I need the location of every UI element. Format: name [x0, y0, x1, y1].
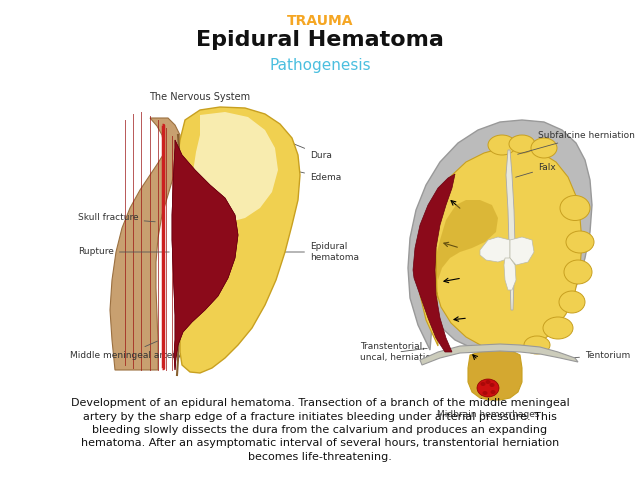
Polygon shape [177, 107, 300, 373]
Text: Development of an epidural hematoma. Transection of a branch of the middle menin: Development of an epidural hematoma. Tra… [70, 398, 570, 408]
Polygon shape [413, 174, 455, 352]
Polygon shape [418, 148, 582, 351]
Polygon shape [468, 348, 522, 400]
Ellipse shape [560, 195, 590, 220]
Polygon shape [110, 118, 180, 370]
Text: bleeding slowly dissects the dura from the calvarium and produces an expanding: bleeding slowly dissects the dura from t… [92, 425, 548, 435]
Text: hematoma. After an asymptomatic interval of several hours, transtentorial hernia: hematoma. After an asymptomatic interval… [81, 439, 559, 448]
Ellipse shape [477, 379, 499, 397]
Text: Falx: Falx [516, 164, 556, 177]
Ellipse shape [564, 260, 592, 284]
Ellipse shape [490, 390, 495, 394]
Ellipse shape [488, 135, 516, 155]
Text: artery by the sharp edge of a fracture initiates bleeding under arterial pressur: artery by the sharp edge of a fracture i… [83, 411, 557, 421]
Text: Rupture: Rupture [78, 248, 169, 256]
Ellipse shape [509, 135, 535, 153]
Polygon shape [506, 150, 515, 310]
Text: TRAUMA: TRAUMA [287, 14, 353, 28]
Ellipse shape [486, 380, 490, 384]
Text: becomes life-threatening.: becomes life-threatening. [248, 452, 392, 462]
Polygon shape [193, 112, 278, 222]
Polygon shape [172, 140, 238, 370]
Text: Midbrain hemorrhages: Midbrain hemorrhages [436, 410, 540, 419]
Polygon shape [435, 200, 498, 280]
Text: Pathogenesis: Pathogenesis [269, 58, 371, 73]
Ellipse shape [531, 138, 557, 158]
Ellipse shape [524, 336, 550, 354]
Polygon shape [172, 140, 238, 370]
Text: Skull fracture: Skull fracture [78, 214, 156, 223]
Text: Middle meningeal artery: Middle meningeal artery [70, 341, 182, 360]
Polygon shape [420, 344, 578, 365]
Ellipse shape [481, 382, 486, 386]
Text: Transtentorial,
uncal, herniation: Transtentorial, uncal, herniation [360, 342, 436, 362]
Polygon shape [510, 237, 534, 265]
Text: The Nervous System: The Nervous System [149, 92, 251, 102]
Text: Edema: Edema [260, 163, 341, 182]
Polygon shape [408, 120, 592, 352]
Ellipse shape [490, 383, 495, 387]
Polygon shape [504, 258, 516, 290]
Text: Epidural Hematoma: Epidural Hematoma [196, 30, 444, 50]
Text: Epidural
hematoma: Epidural hematoma [251, 242, 359, 262]
Polygon shape [480, 237, 510, 262]
Text: Dura: Dura [262, 131, 332, 159]
Text: Tentorium: Tentorium [573, 350, 630, 360]
Text: Subfalcine herniation: Subfalcine herniation [518, 131, 635, 154]
Ellipse shape [566, 231, 594, 253]
Ellipse shape [559, 291, 585, 313]
Ellipse shape [483, 391, 488, 395]
Ellipse shape [543, 317, 573, 339]
